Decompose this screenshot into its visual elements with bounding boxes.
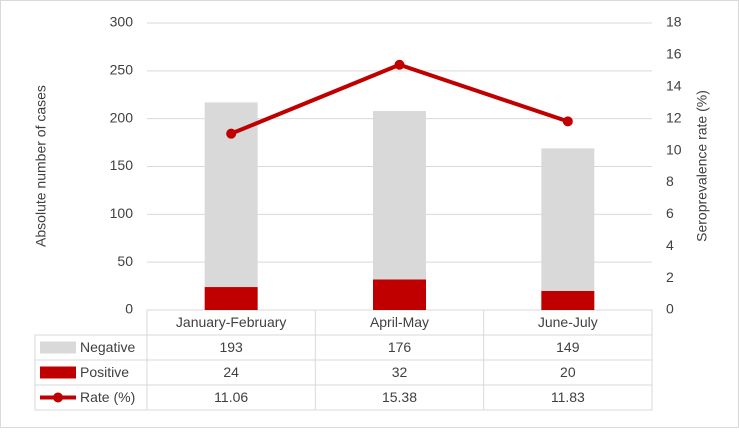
table-value: 32 (392, 364, 408, 380)
bar (373, 111, 426, 280)
legend-key (40, 366, 76, 379)
y-tick-label: 100 (110, 205, 134, 221)
line-marker (394, 59, 405, 70)
line-marker (562, 116, 573, 127)
legend-label: Positive (80, 364, 129, 380)
legend-label: Negative (80, 339, 135, 355)
table-value: 11.83 (551, 389, 585, 405)
x-tick-label: June-July (538, 314, 598, 330)
table-value: 193 (219, 339, 243, 355)
bar (373, 279, 426, 310)
legend-key (53, 392, 63, 403)
y2-tick-label: 14 (666, 77, 682, 93)
y2-tick-label: 6 (666, 205, 674, 221)
table-value: 24 (223, 364, 239, 380)
table-value: 15.38 (382, 389, 417, 405)
bar (541, 290, 595, 310)
table-value: 20 (560, 364, 576, 380)
y2-tick-label: 8 (666, 173, 674, 189)
bar (204, 287, 258, 310)
y2-tick-label: 18 (666, 14, 682, 30)
table-value: 149 (556, 339, 580, 355)
y-tick-label: 300 (110, 14, 134, 30)
line-marker (226, 128, 237, 139)
y2-tick-label: 0 (666, 301, 674, 317)
y2-tick-label: 2 (666, 269, 674, 285)
y-tick-label: 250 (110, 62, 134, 78)
y-tick-label: 50 (117, 253, 133, 269)
x-tick-label: January-February (176, 314, 287, 330)
bar (541, 148, 595, 291)
y2-tick-label: 10 (666, 141, 682, 157)
legend-key (40, 341, 76, 354)
table-value: 11.06 (214, 389, 248, 405)
y2-tick-label: 12 (666, 109, 682, 125)
y-tick-label: 200 (110, 109, 134, 125)
y2-tick-label: 4 (666, 237, 674, 253)
x-tick-label: April-May (370, 314, 429, 330)
y-tick-label: 150 (110, 157, 134, 173)
legend-label: Rate (%) (80, 389, 135, 405)
y2-tick-label: 16 (666, 46, 682, 62)
y2-axis-label: Seroprevalence rate (%) (694, 90, 710, 242)
y-axis-label: Absolute number of cases (33, 85, 49, 247)
table-value: 176 (388, 339, 412, 355)
y-tick-label: 0 (125, 301, 133, 317)
